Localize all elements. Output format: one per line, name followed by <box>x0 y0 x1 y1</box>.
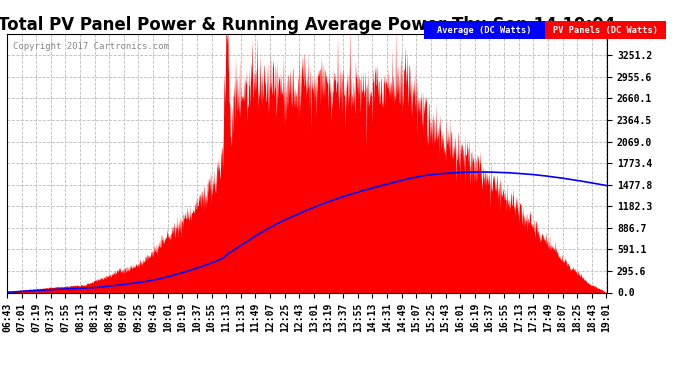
Text: PV Panels (DC Watts): PV Panels (DC Watts) <box>553 26 658 35</box>
Title: Total PV Panel Power & Running Average Power Thu Sep 14 19:04: Total PV Panel Power & Running Average P… <box>0 16 615 34</box>
Text: Copyright 2017 Cartronics.com: Copyright 2017 Cartronics.com <box>13 42 169 51</box>
Text: Average (DC Watts): Average (DC Watts) <box>437 26 532 35</box>
